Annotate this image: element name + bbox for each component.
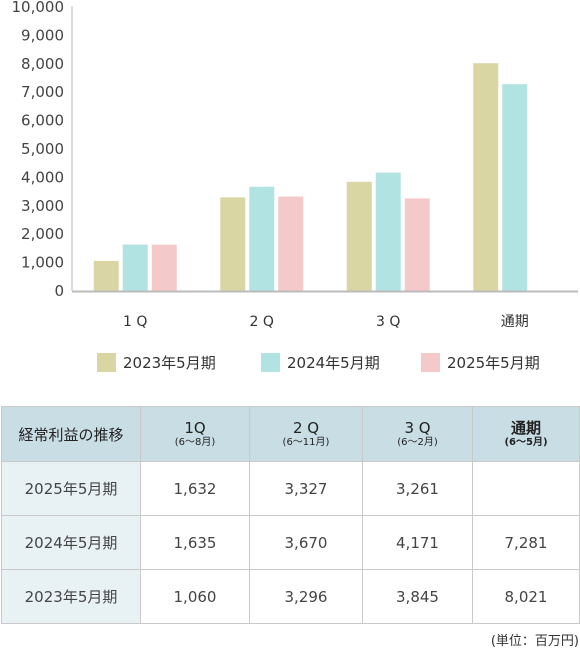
legend-swatch-2025	[421, 353, 440, 372]
legend-item-2025: 2025年5月期	[421, 352, 540, 373]
column-header-3q-sub: (6～2月)	[397, 436, 438, 448]
bar-2-1Q	[122, 244, 148, 291]
row-label: 2023年5月期	[1, 569, 141, 624]
bar-2-2Q	[249, 186, 275, 291]
y-tick-label: 0	[54, 282, 64, 300]
x-category-label: 1 Q	[123, 314, 147, 330]
table-cell	[472, 461, 580, 516]
y-tick-label: 10,000	[12, 0, 65, 16]
table-cell: 3,296	[249, 569, 363, 624]
y-tick-label: 2,000	[21, 225, 64, 243]
table-header-row: 経常利益の推移 1Q (6～8月) 2 Q (6～11月) 3 Q (6～2月)…	[1, 406, 580, 462]
table-cell: 7,281	[472, 515, 580, 570]
bar-1-通期	[473, 63, 499, 291]
x-category-label: 3 Q	[376, 314, 400, 330]
table-cell: 4,171	[362, 515, 473, 570]
y-tick-label: 3,000	[21, 197, 64, 215]
y-tick-label: 5,000	[21, 140, 64, 158]
bar-2-通期	[502, 84, 528, 291]
row-label: 2025年5月期	[1, 461, 141, 516]
column-header-3q-main: 3 Q	[404, 418, 431, 437]
column-header-full-year-sub: (6～5月)	[504, 436, 548, 448]
table-cell: 3,261	[362, 461, 473, 516]
table-cell: 3,845	[362, 569, 473, 624]
x-category-label: 通期	[501, 314, 529, 330]
column-header-full-year: 通期 (6～5月)	[472, 406, 580, 462]
table-cell: 1,060	[140, 569, 250, 624]
legend-item-2024: 2024年5月期	[261, 352, 380, 373]
y-tick-label: 7,000	[21, 83, 64, 101]
legend-label-2025: 2025年5月期	[447, 354, 540, 372]
y-tick-label: 4,000	[21, 168, 64, 186]
table-row: 2023年5月期 1,060 3,296 3,845 8,021	[1, 569, 580, 624]
bar-1-2Q	[220, 197, 246, 291]
y-tick-label: 6,000	[21, 112, 64, 130]
column-header-2q-sub: (6～11月)	[282, 436, 330, 448]
chart-legend: 2023年5月期 2024年5月期 2025年5月期	[0, 352, 580, 376]
table-row: 2025年5月期 1,632 3,327 3,261	[1, 461, 580, 516]
column-header-1q-main: 1Q	[184, 418, 206, 437]
legend-swatch-2024	[261, 353, 280, 372]
legend-item-2023: 2023年5月期	[97, 352, 216, 373]
bar-chart: 0 1,000 2,000 3,000 4,000 5,000 6,000 7,000 8,00…	[12, 0, 578, 330]
y-tick-label: 1,000	[21, 254, 64, 272]
column-header-1q: 1Q (6～8月)	[140, 406, 250, 462]
table-cell: 8,021	[472, 569, 580, 624]
bar-1-1Q	[93, 260, 119, 291]
bar-1-3Q	[346, 181, 372, 291]
y-tick-label: 9,000	[21, 26, 64, 44]
legend-label-2023: 2023年5月期	[123, 354, 216, 372]
legend-swatch-2023	[97, 353, 116, 372]
bar-2-3Q	[375, 172, 401, 291]
column-header-full-year-main: 通期	[510, 418, 541, 437]
y-tick-label: 8,000	[21, 55, 64, 73]
x-category-label: 2 Q	[250, 314, 274, 330]
table-row: 2024年5月期 1,635 3,670 4,171 7,281	[1, 515, 580, 570]
table-cell: 3,670	[249, 515, 363, 570]
bar-3-2Q	[278, 196, 304, 291]
column-header-2q-main: 2 Q	[292, 418, 320, 437]
column-header-3q: 3 Q (6～2月)	[362, 406, 473, 462]
legend-label-2024: 2024年5月期	[287, 354, 380, 372]
ordinary-profit-table: 経常利益の推移 1Q (6～8月) 2 Q (6～11月) 3 Q (6～2月)…	[1, 406, 580, 624]
table-cell: 1,632	[140, 461, 250, 516]
unit-note: (単位：百万円)	[490, 634, 579, 649]
bar-3-3Q	[404, 198, 430, 291]
table-corner-header: 経常利益の推移	[1, 406, 141, 462]
table-cell: 3,327	[249, 461, 363, 516]
row-label: 2024年5月期	[1, 515, 141, 570]
table-cell: 1,635	[140, 515, 250, 570]
column-header-1q-sub: (6～8月)	[174, 436, 216, 448]
column-header-2q: 2 Q (6～11月)	[249, 406, 363, 462]
bar-3-1Q	[151, 244, 177, 291]
